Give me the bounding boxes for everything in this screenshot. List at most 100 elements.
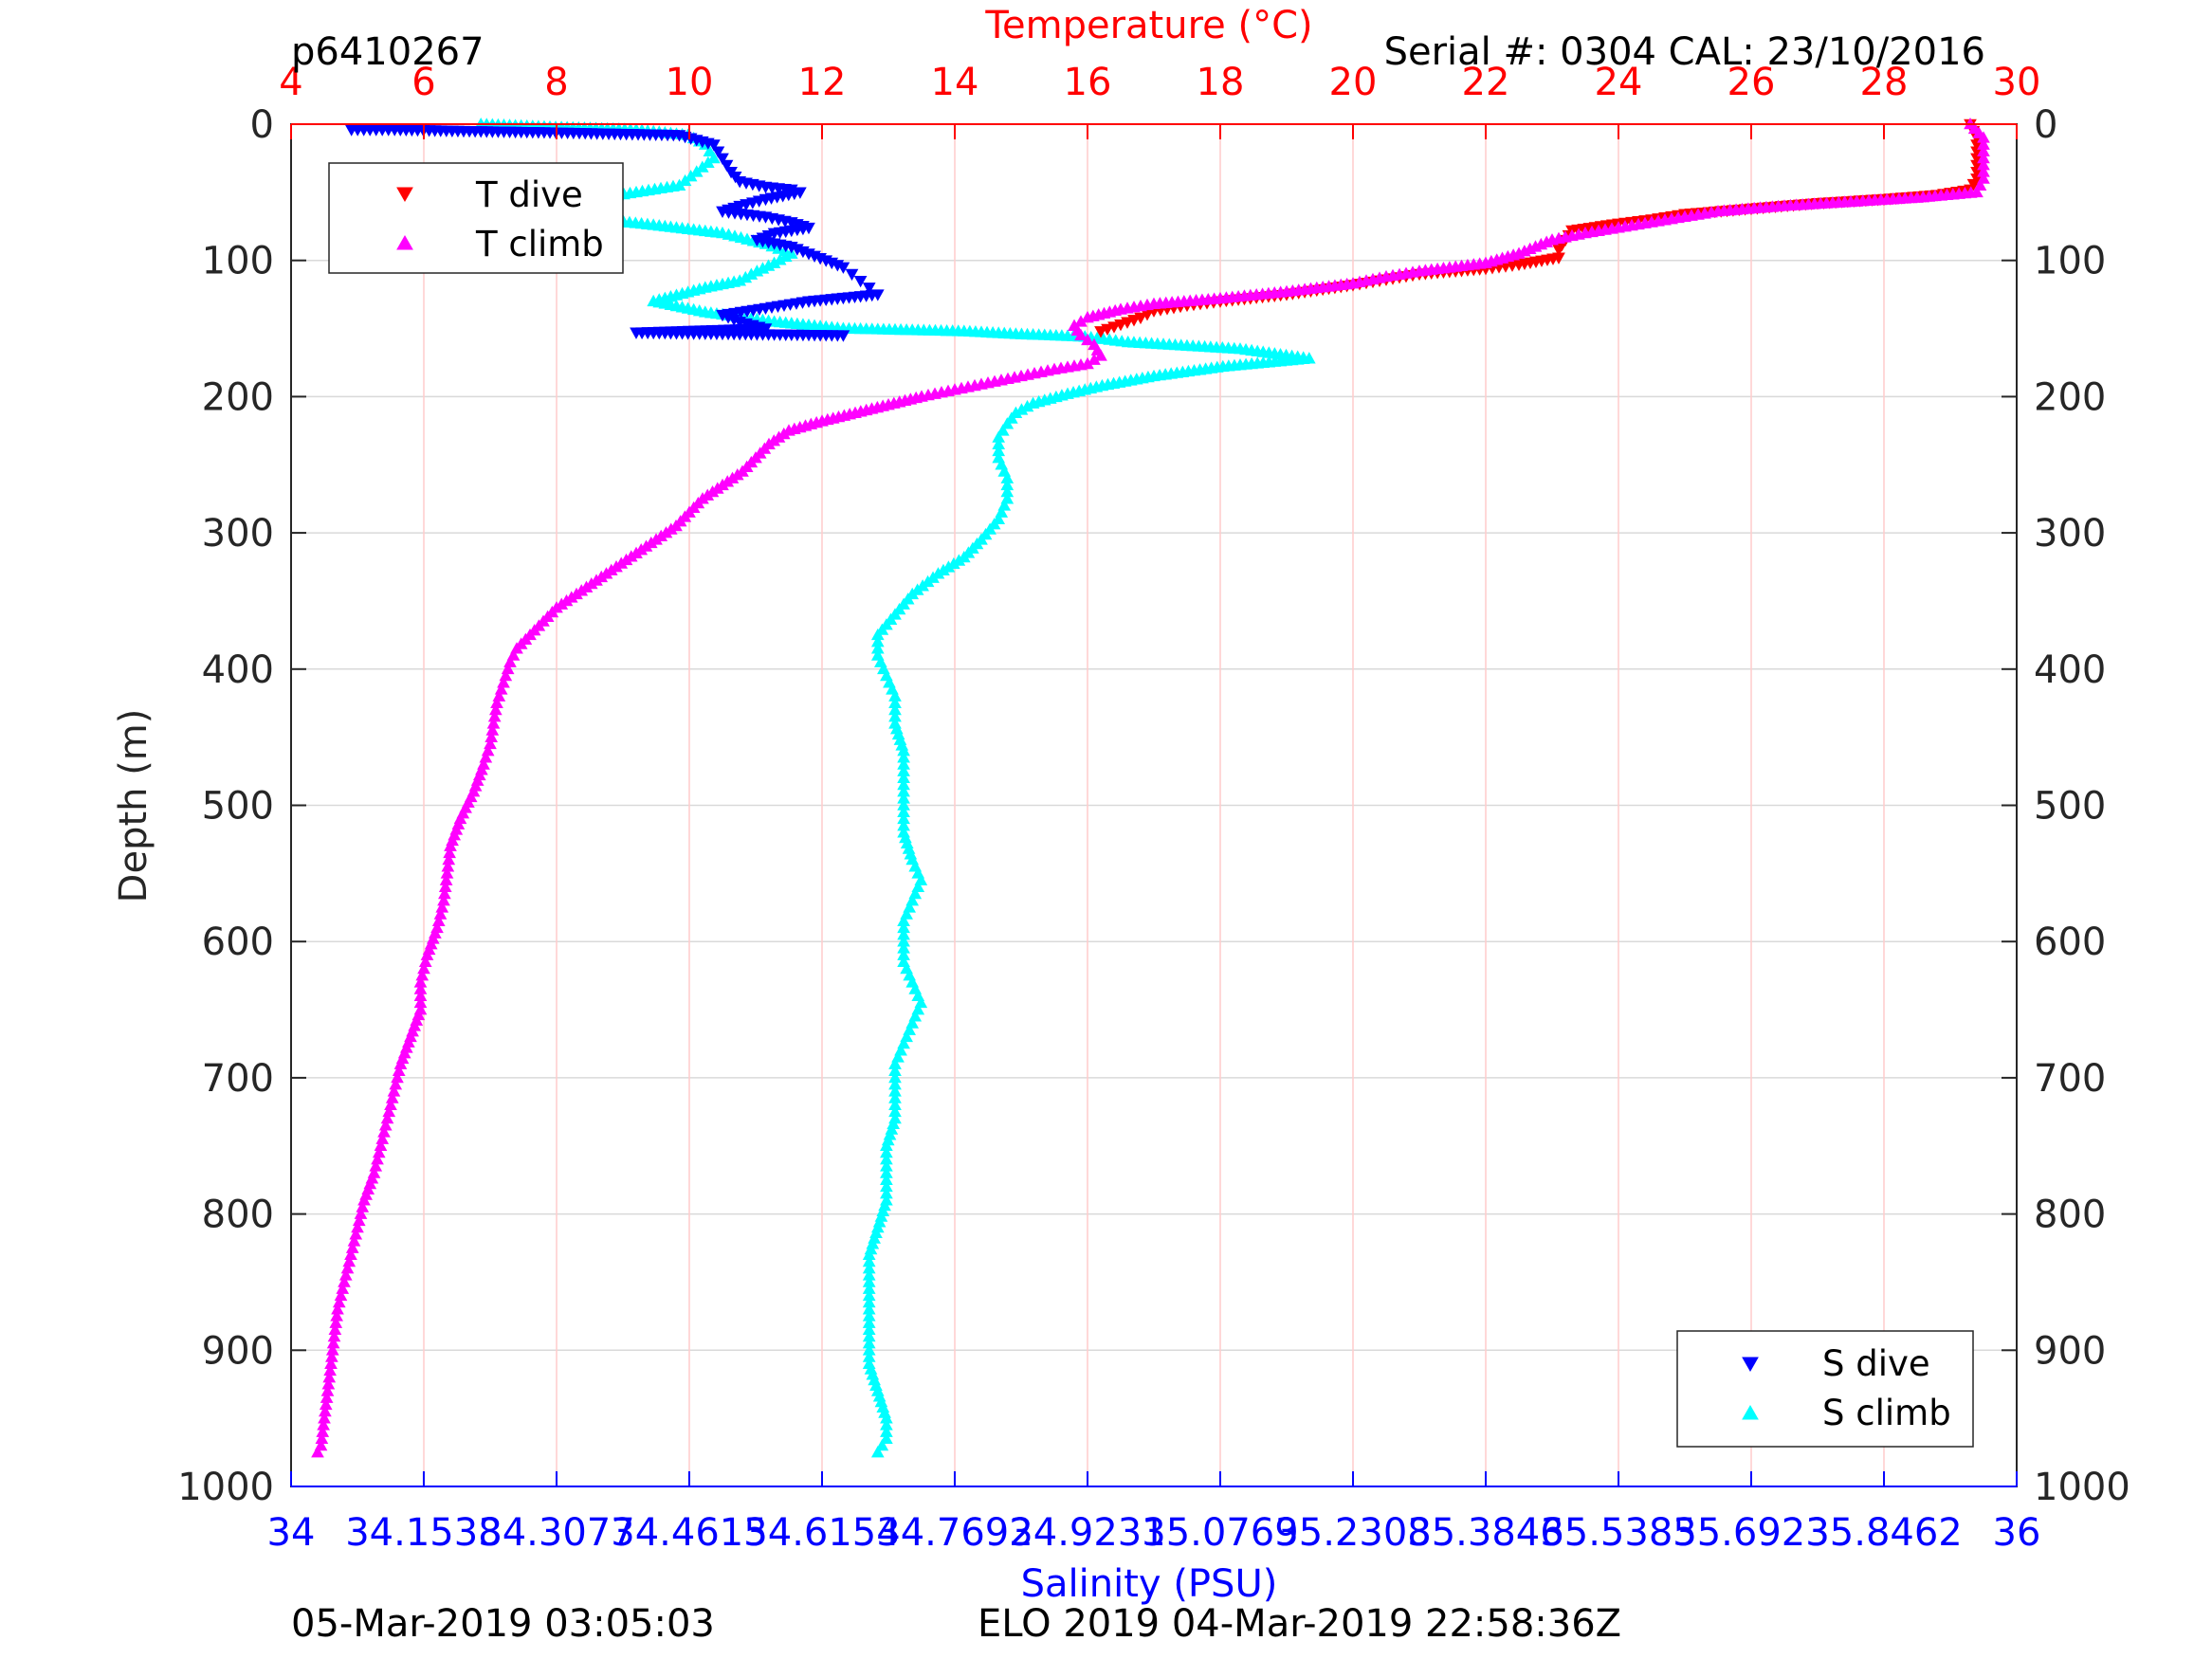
salinity-tick-label: 34.9231 xyxy=(1009,1511,1165,1555)
profile-id: p6410267 xyxy=(291,30,484,74)
data-point-interp xyxy=(701,155,715,169)
data-point xyxy=(1094,326,1107,338)
salinity-axis-label: Salinity (PSU) xyxy=(1021,1562,1278,1606)
salinity-tick-label: 34.1538 xyxy=(345,1511,502,1555)
legend-t-climb-label: T climb xyxy=(475,224,604,264)
depth-tick-label-right: 200 xyxy=(2034,375,2106,419)
depth-tick-label-left: 800 xyxy=(202,1194,274,1237)
data-point-interp xyxy=(695,160,709,173)
data-point-interp xyxy=(1081,333,1094,346)
depth-tick-label-right: 500 xyxy=(2034,785,2106,829)
depth-tick-label-right: 400 xyxy=(2034,648,2106,692)
temperature-tick-label: 28 xyxy=(1860,61,1909,104)
legend-s-dive-label: S dive xyxy=(1822,1343,1930,1384)
data-point-interp xyxy=(678,173,692,187)
series-t-dive xyxy=(1094,118,1983,338)
series-s-dive xyxy=(344,124,885,342)
depth-tick-label-left: 700 xyxy=(202,1057,274,1101)
legend-salinity: S dive S climb xyxy=(1676,1330,1974,1448)
depth-tick-label-left: 300 xyxy=(202,512,274,556)
data-point-interp xyxy=(875,1438,889,1451)
depth-tick-label-left: 400 xyxy=(202,648,274,692)
data-point xyxy=(870,1446,885,1458)
data-point-interp xyxy=(703,144,717,157)
axis-ticks: 0 0 100 100 200 200 300 300 400 400 500 500 600 600 70… xyxy=(177,61,2130,1555)
temperature-tick-label: 8 xyxy=(544,61,568,104)
salinity-tick-label: 35.8462 xyxy=(1805,1511,1962,1555)
salinity-tick-label: 35.2308 xyxy=(1274,1511,1431,1555)
legend-s-climb-marker xyxy=(1742,1404,1759,1420)
data-series xyxy=(311,117,1990,1458)
temperature-tick-label: 14 xyxy=(931,61,979,104)
temperature-tick-label: 20 xyxy=(1329,61,1378,104)
salinity-tick-label: 35.0769 xyxy=(1142,1511,1298,1555)
depth-tick-label-right: 700 xyxy=(2034,1057,2106,1101)
footer-timestamp: 05-Mar-2019 03:05:03 xyxy=(291,1602,715,1646)
depth-tick-label-left: 0 xyxy=(250,103,274,147)
legend-s-dive-marker xyxy=(1742,1357,1759,1373)
data-point xyxy=(845,268,859,282)
legend-t-climb-marker xyxy=(396,234,413,250)
grid xyxy=(290,123,2018,1487)
depth-axis-label: Depth (m) xyxy=(112,709,155,903)
data-point-interp xyxy=(684,170,698,182)
depth-tick-label-left: 600 xyxy=(202,921,274,964)
data-point xyxy=(836,262,850,274)
temperature-tick-label: 26 xyxy=(1728,61,1776,104)
temperature-tick-label: 24 xyxy=(1595,61,1643,104)
depth-tick-label-left: 200 xyxy=(202,375,274,419)
data-point xyxy=(1081,311,1094,323)
footer-mission: ELO 2019 04-Mar-2019 22:58:36Z xyxy=(978,1602,1621,1646)
data-point xyxy=(707,139,721,152)
series-s-climb xyxy=(474,117,1316,1458)
depth-tick-label-left: 1000 xyxy=(177,1466,274,1509)
data-point xyxy=(1074,328,1088,341)
salinity-tick-label: 34.6154 xyxy=(743,1511,900,1555)
data-point xyxy=(311,1446,324,1458)
data-point-interp xyxy=(996,424,1010,436)
data-point xyxy=(716,153,729,165)
depth-tick-label-right: 300 xyxy=(2034,512,2106,556)
salinity-tick-label: 36 xyxy=(1993,1511,2041,1555)
data-point xyxy=(689,165,704,177)
depth-tick-label-right: 900 xyxy=(2034,1329,2106,1373)
legend-t-dive-marker xyxy=(396,187,413,203)
data-point-interp xyxy=(1088,353,1101,365)
depth-tick-label-right: 100 xyxy=(2034,240,2106,283)
depth-tick-label-right: 600 xyxy=(2034,921,2106,964)
salinity-tick-label: 34 xyxy=(267,1511,316,1555)
data-point xyxy=(1000,417,1015,429)
legend-t-dive-label: T dive xyxy=(475,174,583,215)
data-point xyxy=(880,1431,893,1445)
salinity-tick-label: 34.7692 xyxy=(876,1511,1033,1555)
salinity-tick-label: 34.4615 xyxy=(611,1511,767,1555)
depth-tick-label-left: 500 xyxy=(202,785,274,829)
data-point xyxy=(836,330,850,342)
temperature-tick-label: 4 xyxy=(279,61,302,104)
temperature-tick-label: 30 xyxy=(1993,61,2041,104)
temperature-tick-label: 16 xyxy=(1064,61,1112,104)
series-t-climb xyxy=(311,117,1990,1458)
temperature-tick-label: 18 xyxy=(1197,61,1245,104)
salinity-tick-label: 34.3077 xyxy=(478,1511,634,1555)
serial-cal: Serial #: 0304 CAL: 23/10/2016 xyxy=(1384,30,1985,74)
data-point-interp xyxy=(711,146,725,158)
data-point-interp xyxy=(1074,315,1088,327)
data-point-interp xyxy=(720,159,734,173)
depth-tick-label-right: 1000 xyxy=(2034,1466,2130,1509)
depth-tick-label-left: 900 xyxy=(202,1329,274,1373)
legend-s-climb-label: S climb xyxy=(1822,1393,1951,1433)
salinity-tick-label: 35.5385 xyxy=(1540,1511,1696,1555)
data-point xyxy=(862,283,876,295)
salinity-tick-label: 35.6923 xyxy=(1673,1511,1829,1555)
temperature-tick-label: 22 xyxy=(1462,61,1510,104)
salinity-tick-label: 35.3846 xyxy=(1407,1511,1563,1555)
depth-tick-label-left: 100 xyxy=(202,240,274,283)
depth-tick-label-right: 800 xyxy=(2034,1194,2106,1237)
depth-tick-label-right: 0 xyxy=(2034,103,2057,147)
temperature-tick-label: 6 xyxy=(411,61,435,104)
data-point xyxy=(707,151,721,164)
data-point xyxy=(853,275,868,288)
data-point xyxy=(1552,244,1565,257)
